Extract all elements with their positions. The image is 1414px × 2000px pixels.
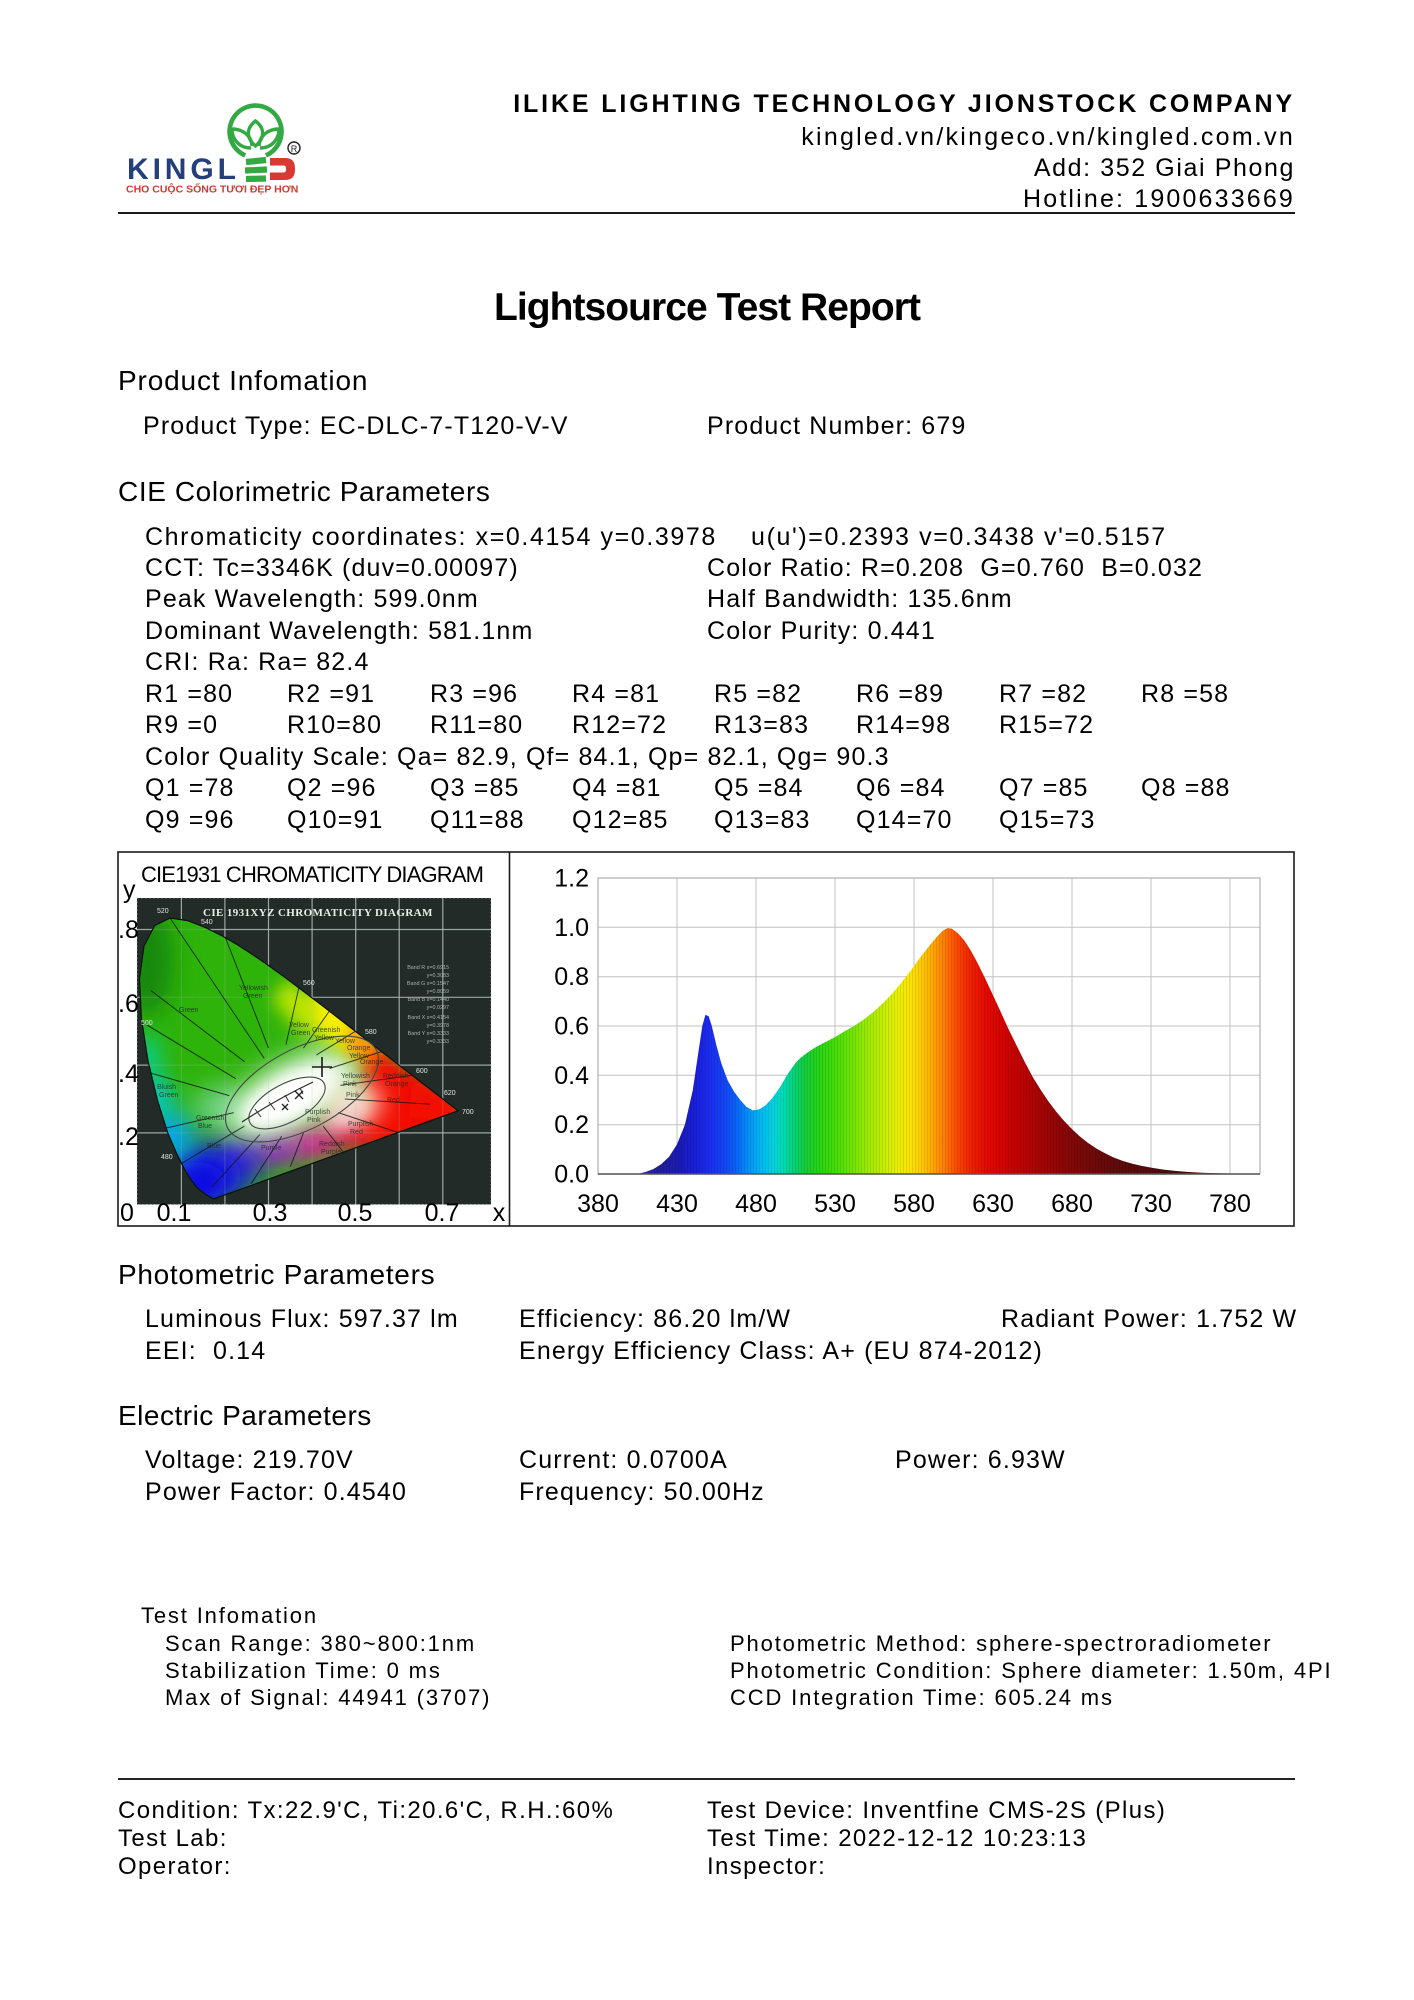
svg-text:580: 580 <box>365 1029 377 1036</box>
svg-text:Yellowish: Yellowish <box>239 985 268 992</box>
svg-text:Green: Green <box>179 1007 199 1014</box>
svg-text:Green: Green <box>243 993 263 1000</box>
svg-text:0.2: 0.2 <box>554 1111 589 1139</box>
svg-text:630: 630 <box>972 1190 1014 1218</box>
svg-text:KINGL: KINGL <box>127 153 240 186</box>
svg-text:0.4: 0.4 <box>554 1062 589 1090</box>
svg-text:Yellowish: Yellowish <box>341 1073 370 1080</box>
svg-text:Purple: Purple <box>321 1149 341 1156</box>
svg-text:Blue: Blue <box>207 1143 221 1150</box>
svg-text:500: 500 <box>141 1020 153 1027</box>
svg-text:Bluish: Bluish <box>157 1084 176 1091</box>
svg-text:0.1: 0.1 <box>157 1199 192 1227</box>
svg-text:CIE 1931XYZ CHROMATICITY DIA: CIE 1931XYZ CHROMATICITY DIAGRAM <box>203 907 433 919</box>
svg-text:CIE1931 CHROMATICITY DIAGRAM: CIE1931 CHROMATICITY DIAGRAM <box>141 862 483 887</box>
svg-text:.2: .2 <box>118 1123 139 1151</box>
svg-text:0.8: 0.8 <box>554 963 589 991</box>
svg-text:Band X x=0.4154: Band X x=0.4154 <box>407 1015 449 1021</box>
svg-text:Pink: Pink <box>346 1092 360 1099</box>
svg-text:Band Y x=0.3333: Band Y x=0.3333 <box>408 1031 449 1037</box>
svg-text:780: 780 <box>1209 1190 1251 1218</box>
svg-text:0.6: 0.6 <box>554 1013 589 1041</box>
svg-text:x: x <box>493 1199 506 1227</box>
svg-text:Red: Red <box>387 1097 400 1104</box>
svg-text:Band R x=0.6915: Band R x=0.6915 <box>407 965 449 971</box>
svg-text:0: 0 <box>120 1199 134 1227</box>
svg-text:Blue: Blue <box>198 1123 212 1130</box>
svg-text:580: 580 <box>893 1190 935 1218</box>
svg-text:Green: Green <box>291 1030 311 1037</box>
svg-text:0.0: 0.0 <box>554 1161 589 1189</box>
svg-text:Orange: Orange <box>385 1081 408 1088</box>
svg-text:380: 380 <box>577 1190 619 1218</box>
svg-text:600: 600 <box>416 1068 428 1075</box>
svg-text:Pink: Pink <box>307 1117 321 1124</box>
svg-text:Red: Red <box>350 1129 363 1136</box>
svg-text:Orange: Orange <box>347 1045 370 1052</box>
svg-text:Band G x=0.1547: Band G x=0.1547 <box>407 981 449 987</box>
svg-text:430: 430 <box>656 1190 698 1218</box>
svg-text:0.5: 0.5 <box>338 1199 373 1227</box>
svg-text:700: 700 <box>462 1109 474 1116</box>
svg-text:540: 540 <box>201 919 213 926</box>
svg-text:Yellow: Yellow <box>289 1022 310 1029</box>
svg-text:y=0.3333: y=0.3333 <box>427 1039 449 1045</box>
svg-text:0.3: 0.3 <box>253 1199 288 1227</box>
svg-text:480: 480 <box>161 1154 173 1161</box>
svg-text:1.0: 1.0 <box>554 914 589 942</box>
svg-text:.6: .6 <box>118 990 139 1018</box>
svg-text:R: R <box>291 144 298 154</box>
svg-text:y=0.8059: y=0.8059 <box>427 989 449 995</box>
svg-text:Purplish: Purplish <box>305 1109 330 1116</box>
svg-text:560: 560 <box>303 980 315 987</box>
svg-text:680: 680 <box>1051 1190 1093 1218</box>
svg-text:Greenish: Greenish <box>312 1027 341 1034</box>
svg-text:520: 520 <box>157 908 169 915</box>
svg-text:CHO CUỘC SỐNG TƯƠI ĐẸP HƠN: CHO CUỘC SỐNG TƯƠI ĐẸP HƠN <box>126 182 298 196</box>
svg-text:.4: .4 <box>118 1060 139 1088</box>
svg-text:Band B x=0.1440: Band B x=0.1440 <box>407 997 449 1003</box>
svg-text:Yellow: Yellow <box>314 1035 335 1042</box>
svg-text:Yellow: Yellow <box>335 1038 356 1045</box>
svg-text:y: y <box>123 876 136 904</box>
svg-text:480: 480 <box>735 1190 777 1218</box>
svg-text:620: 620 <box>444 1090 456 1097</box>
svg-text:Purple: Purple <box>261 1145 281 1152</box>
svg-text:Yellow: Yellow <box>349 1053 370 1060</box>
svg-text:Pink: Pink <box>343 1081 357 1088</box>
svg-text:Greenish: Greenish <box>196 1115 225 1122</box>
svg-text:Purplish: Purplish <box>348 1121 373 1128</box>
svg-text:y=0.3978: y=0.3978 <box>427 1023 449 1029</box>
svg-text:Green: Green <box>159 1092 179 1099</box>
svg-text:Reddish: Reddish <box>383 1073 409 1080</box>
svg-text:730: 730 <box>1130 1190 1172 1218</box>
svg-text:Reddish: Reddish <box>319 1141 345 1148</box>
svg-text:Orange: Orange <box>360 1059 383 1066</box>
svg-text:.8: .8 <box>118 916 139 944</box>
svg-text:1.2: 1.2 <box>554 865 589 893</box>
svg-text:0.7: 0.7 <box>425 1199 460 1227</box>
svg-text:y=0.0297: y=0.0297 <box>427 1005 449 1011</box>
svg-text:530: 530 <box>814 1190 856 1218</box>
svg-text:y=0.3083: y=0.3083 <box>427 973 449 979</box>
